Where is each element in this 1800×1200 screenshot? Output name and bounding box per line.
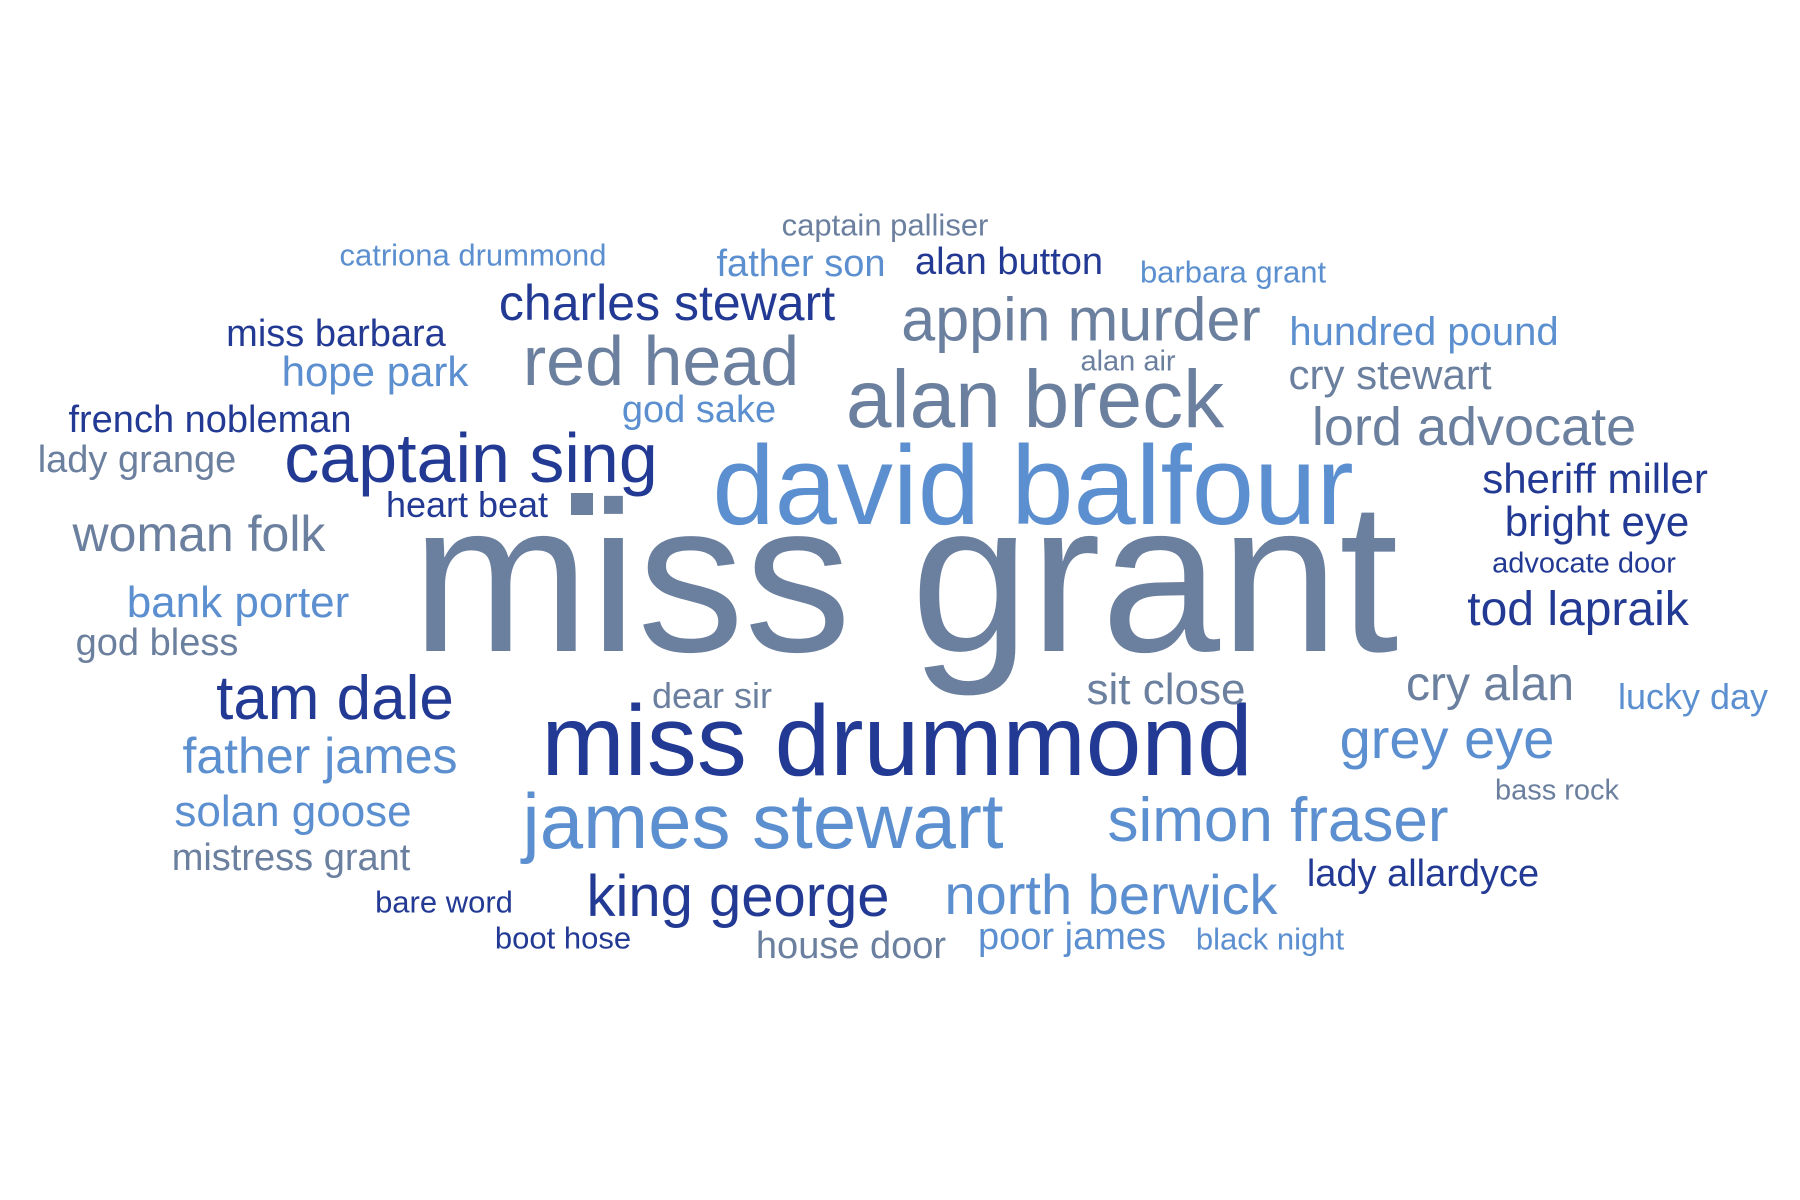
word-bare-word: bare word bbox=[375, 884, 513, 920]
word-heart-beat: heart beat bbox=[385, 484, 549, 525]
word-tod-lapraik: tod lapraik bbox=[1467, 583, 1689, 636]
word-bass-rock: bass rock bbox=[1494, 774, 1620, 807]
word-charles-stewart: charles stewart bbox=[498, 275, 836, 331]
word-hope-park: hope park bbox=[281, 348, 469, 395]
word-bank-porter: bank porter bbox=[126, 578, 350, 627]
word-bright-eye: bright eye bbox=[1504, 498, 1690, 545]
word-grey-eye: grey eye bbox=[1339, 707, 1555, 770]
word-sheriff-miller: sheriff miller bbox=[1482, 455, 1708, 502]
word-james-stewart: james stewart bbox=[522, 777, 1004, 865]
word-miss-drummond: miss drummond bbox=[541, 685, 1253, 797]
word-poor-james: poor james bbox=[978, 916, 1166, 958]
word-appin-murder: appin murder bbox=[901, 285, 1261, 354]
word-red-head: red head bbox=[522, 322, 800, 400]
word-boot-hose: boot hose bbox=[494, 920, 632, 956]
word-house-door: house door bbox=[755, 925, 947, 967]
word-simon-fraser: simon fraser bbox=[1107, 786, 1449, 855]
word-cry-alan: cry alan bbox=[1405, 658, 1575, 711]
word-cry-stewart: cry stewart bbox=[1288, 351, 1492, 398]
word-catriona-drummond: catriona drummond bbox=[339, 237, 607, 273]
stray-square-mark bbox=[571, 493, 593, 515]
word-lucky-day: lucky day bbox=[1617, 676, 1769, 717]
word-lord-advocate: lord advocate bbox=[1311, 397, 1637, 457]
word-sit-close: sit close bbox=[1086, 665, 1246, 714]
word-lady-allardyce: lady allardyce bbox=[1306, 853, 1540, 895]
word-alan-breck: alan breck bbox=[845, 354, 1225, 445]
word-woman-folk: woman folk bbox=[72, 506, 326, 562]
word-david-balfour: david balfour bbox=[712, 423, 1354, 548]
word-father-son: father son bbox=[716, 243, 886, 285]
word-captain-sing: captain sing bbox=[284, 419, 658, 497]
word-father-james: father james bbox=[182, 728, 458, 784]
word-king-george: king george bbox=[586, 864, 890, 929]
word-alan-air: alan air bbox=[1080, 345, 1176, 378]
word-advocate-door: advocate door bbox=[1492, 547, 1676, 580]
word-french-nobleman: french nobleman bbox=[68, 399, 352, 441]
word-lady-grange: lady grange bbox=[37, 439, 237, 481]
word-god-sake: god sake bbox=[621, 389, 777, 431]
word-hundred-pound: hundred pound bbox=[1289, 310, 1559, 354]
word-captain-palliser: captain palliser bbox=[781, 207, 989, 243]
word-mistress-grant: mistress grant bbox=[171, 837, 411, 879]
word-black-night: black night bbox=[1195, 921, 1345, 957]
word-dear-sir: dear sir bbox=[651, 675, 773, 716]
word-barbara-grant: barbara grant bbox=[1139, 254, 1327, 290]
word-tam-dale: tam dale bbox=[216, 664, 454, 733]
word-alan-button: alan button bbox=[914, 241, 1104, 283]
word-god-bless: god bless bbox=[75, 622, 239, 664]
word-solan-goose: solan goose bbox=[174, 787, 412, 836]
word-miss-barbara: miss barbara bbox=[226, 313, 446, 355]
word-north-berwick: north berwick bbox=[944, 863, 1278, 926]
